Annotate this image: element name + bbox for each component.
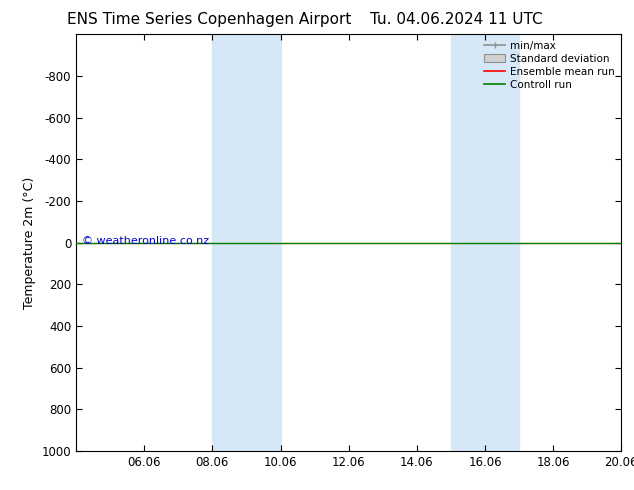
Bar xyxy=(451,34,519,451)
Legend: min/max, Standard deviation, Ensemble mean run, Controll run: min/max, Standard deviation, Ensemble me… xyxy=(480,36,619,94)
Text: ENS Time Series Copenhagen Airport: ENS Time Series Copenhagen Airport xyxy=(67,12,351,27)
Text: Tu. 04.06.2024 11 UTC: Tu. 04.06.2024 11 UTC xyxy=(370,12,543,27)
Bar xyxy=(212,34,280,451)
Text: © weatheronline.co.nz: © weatheronline.co.nz xyxy=(82,236,209,246)
Y-axis label: Temperature 2m (°C): Temperature 2m (°C) xyxy=(23,176,36,309)
